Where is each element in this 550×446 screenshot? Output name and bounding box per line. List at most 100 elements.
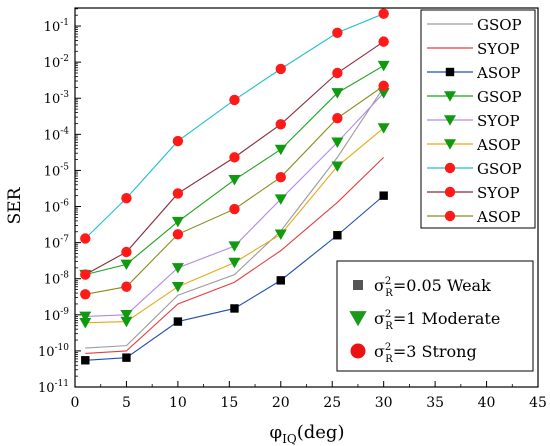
y-tick-label: 10-5: [44, 162, 70, 179]
y-tick-label: 10-9: [44, 307, 70, 324]
data-point: [172, 135, 184, 147]
y-tick-label: 10-7: [44, 235, 70, 252]
x-tick-label: 5: [122, 395, 131, 411]
series-1-gsop: [85, 87, 385, 349]
data-point: [228, 241, 241, 252]
legend-turbulence-entry: σ2 R=3 Strong: [350, 342, 477, 365]
legend-line-entry: GSOP: [427, 160, 522, 178]
x-tick-label: 10: [169, 395, 187, 411]
data-point: [121, 246, 132, 258]
legend-line-label: ASOP: [476, 64, 521, 82]
data-point: [80, 269, 91, 280]
data-point: [378, 36, 389, 47]
data-point: [331, 88, 344, 99]
series-3-asop: [81, 191, 388, 365]
x-axis-label-unit: (deg): [297, 422, 345, 443]
legend-turbulence-label: σ2 R=1 Moderate: [374, 309, 500, 332]
legend-line-entry: ASOP: [427, 136, 521, 154]
x-tick-label: 20: [272, 395, 290, 411]
series-5-syop: [79, 88, 390, 323]
data-point: [120, 316, 133, 328]
data-point: [121, 193, 132, 204]
legend-line-entry: SYOP: [427, 40, 520, 58]
data-point: [378, 80, 389, 92]
legend-turbulence: σ2 R=0.05 Weak σ2 R=1 Moderate σ2 R=3 Strong: [336, 260, 534, 372]
y-tick-label: 10-2: [44, 54, 69, 71]
legend-line-label: ASOP: [476, 208, 521, 226]
legend-marker: [444, 186, 456, 198]
data-point: [378, 8, 389, 19]
data-point: [172, 188, 184, 199]
legend-line-label: SYOP: [477, 112, 520, 130]
data-point: [275, 171, 286, 183]
data-point: [275, 119, 286, 130]
data-point: [80, 289, 91, 300]
series-4-gsop: [79, 60, 390, 281]
legend-turbulence-entry: σ2 R=0.05 Weak: [353, 276, 491, 299]
x-tick-label: 15: [220, 395, 238, 411]
legend-line-entry: GSOP: [427, 88, 522, 106]
series-line: [85, 156, 385, 355]
legend-line-entry: SYOP: [427, 184, 520, 202]
x-tick-label: 40: [478, 395, 496, 411]
data-point: [275, 63, 286, 75]
y-axis-label: SER: [5, 186, 25, 224]
data-point: [122, 353, 131, 362]
x-tick-label: 0: [71, 395, 80, 411]
legend-line-entry: ASOP: [427, 208, 521, 226]
data-point: [79, 318, 92, 329]
data-point: [81, 356, 90, 365]
data-point: [229, 152, 240, 163]
data-point: [229, 94, 240, 106]
data-point: [333, 231, 342, 240]
legend-line-label: GSOP: [477, 88, 522, 106]
x-axis-label-base: φ: [270, 422, 283, 443]
data-point: [379, 191, 388, 200]
y-tick-label: 10-3: [44, 90, 70, 107]
series-2-syop: [85, 156, 385, 355]
data-point: [228, 257, 241, 269]
data-point: [377, 123, 390, 134]
data-point: [79, 311, 92, 323]
y-tick-label: 10-8: [44, 271, 70, 288]
legend-line-label: SYOP: [477, 40, 520, 58]
legend-marker: [444, 162, 456, 174]
x-axis-label: φIQ(deg): [270, 422, 345, 446]
series-6-asop: [79, 123, 390, 329]
y-axis-ticks: 10-11 10-10 10-9 10-8 10-7 10-6 10-5 10-4 10-3 10…: [38, 8, 81, 396]
x-tick-label: 45: [529, 395, 547, 411]
data-point: [276, 276, 285, 285]
data-point: [377, 88, 390, 99]
legend-marker: [444, 139, 456, 150]
legend-turbulence-label: σ2 R=0.05 Weak: [374, 276, 491, 299]
data-point: [377, 60, 390, 72]
legend-marker: [445, 67, 455, 77]
data-point: [274, 194, 287, 205]
legend-turbulence-entry: σ2 R=1 Moderate: [349, 309, 500, 332]
data-point: [332, 112, 343, 124]
legend-marker: [444, 210, 456, 222]
series-7-gsop: [80, 8, 389, 244]
x-tick-label: 25: [323, 395, 341, 411]
x-tick-label: 35: [426, 395, 444, 411]
series-line: [85, 87, 385, 349]
y-tick-label: 10-6: [44, 199, 70, 216]
x-tick-label: 30: [375, 395, 393, 411]
legend-line-entry: GSOP: [427, 16, 522, 34]
data-point: [230, 304, 239, 313]
data-point: [229, 203, 240, 215]
y-tick-label: 10-11: [38, 379, 69, 396]
data-point: [171, 281, 184, 293]
legend-turbulence-marker: [353, 280, 363, 290]
legend-turbulence-marker: [350, 343, 366, 359]
legend-line-entry: SYOP: [427, 112, 520, 130]
legend-line-label: SYOP: [477, 184, 520, 202]
data-point: [331, 161, 344, 172]
y-tick-label: 10-1: [44, 18, 69, 35]
legend-line-entry: ASOP: [427, 64, 521, 82]
legend-lines: GSOP SYOP ASOP GSOP SYOP ASOP GSOP SYOP ASOP: [420, 9, 536, 229]
legend-marker: [444, 115, 456, 126]
x-axis-label-subscript: IQ: [282, 432, 297, 446]
data-point: [80, 233, 91, 244]
legend-turbulence-label: σ2 R=3 Strong: [374, 342, 477, 365]
